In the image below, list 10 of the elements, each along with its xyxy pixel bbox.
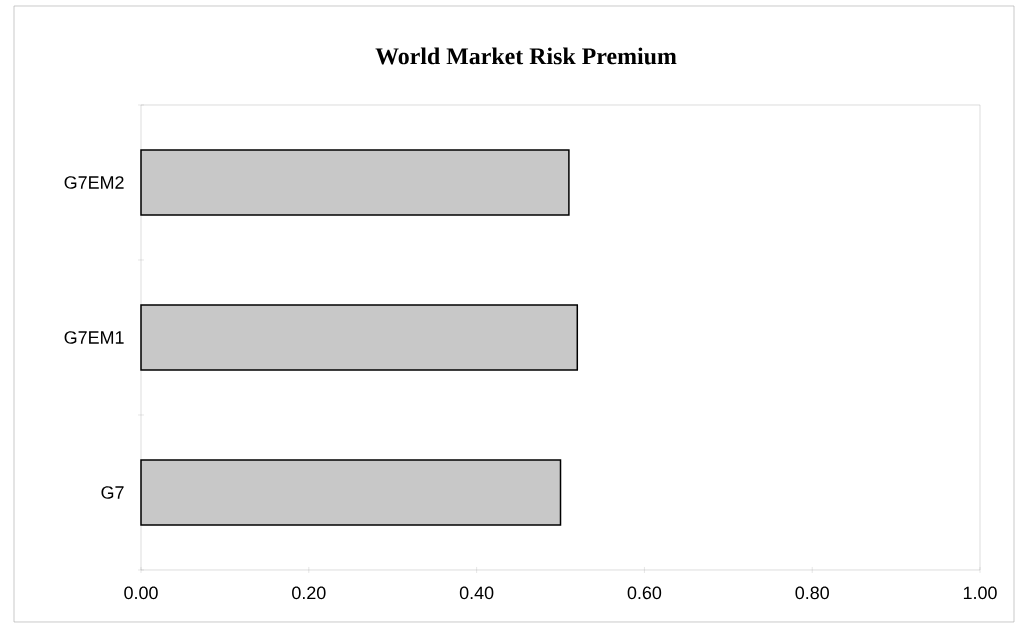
- x-tick-label: 0.20: [292, 586, 326, 600]
- chart-title: World Market Risk Premium: [375, 47, 677, 65]
- x-tick-label: 1.00: [963, 586, 997, 600]
- y-tick-label: G7EM1: [64, 331, 124, 344]
- x-tick-label: 0.40: [459, 586, 494, 600]
- x-tick-label: 0.80: [795, 586, 829, 600]
- x-tick-label: 0.60: [627, 586, 662, 600]
- x-tick-label: 0.00: [124, 586, 158, 600]
- y-tick-label: G7EM2: [64, 176, 124, 189]
- y-tick-label: G7: [101, 486, 124, 499]
